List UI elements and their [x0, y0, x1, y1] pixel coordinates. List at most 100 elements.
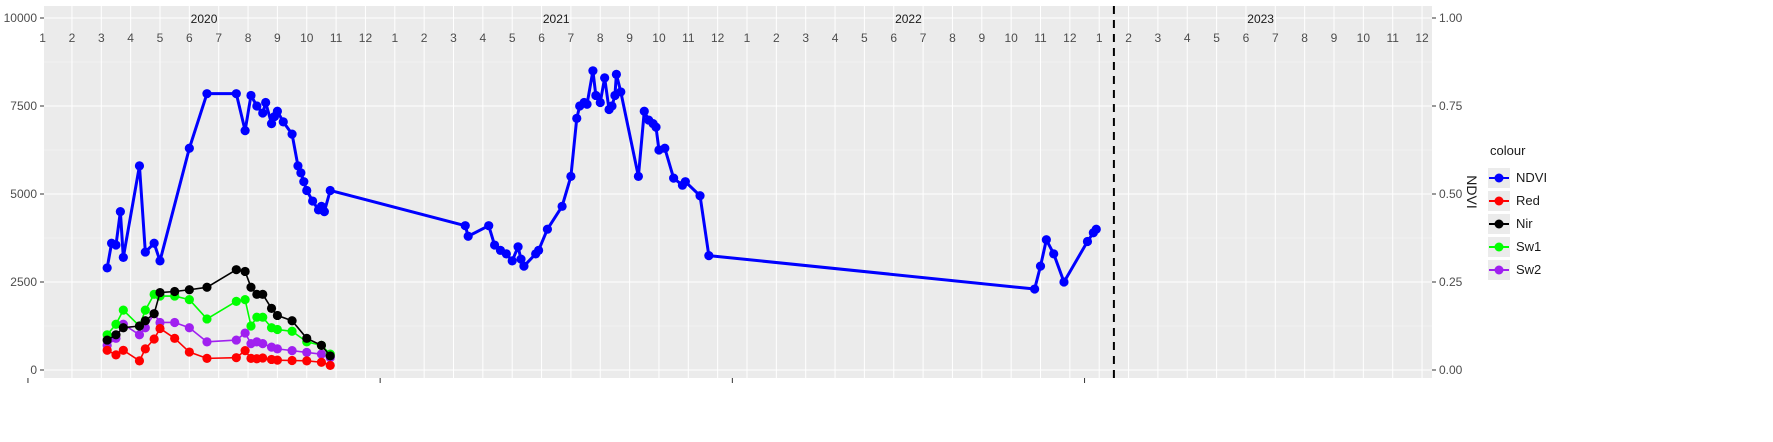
data-point [246, 90, 256, 101]
month-label: 12 [359, 31, 373, 45]
data-point [118, 252, 128, 262]
data-point [231, 353, 241, 363]
data-point [566, 171, 576, 181]
y2-tick-label: 0.25 [1439, 275, 1463, 289]
data-point [231, 335, 241, 345]
data-point [140, 344, 150, 354]
series-layer [102, 66, 1101, 371]
data-point [1041, 235, 1051, 245]
month-label: 9 [274, 31, 281, 45]
data-point [258, 108, 268, 118]
month-label: 6 [890, 31, 897, 45]
legend-key-point [1494, 196, 1504, 206]
month-label: 5 [861, 31, 868, 45]
data-point [302, 333, 312, 343]
data-point [308, 196, 318, 206]
year-label: 2020 [191, 12, 218, 26]
month-label: 1 [39, 31, 46, 45]
data-point [616, 87, 626, 97]
month-label: 7 [920, 31, 927, 45]
data-point [118, 305, 128, 315]
data-point [704, 251, 714, 261]
data-point [595, 97, 605, 108]
y2-tick-label: 0.00 [1439, 363, 1463, 377]
data-point [240, 328, 250, 338]
data-point [302, 347, 312, 357]
left-y-axis: 0 2500 5000 7500 10000 [4, 11, 44, 377]
month-label: 2 [421, 31, 428, 45]
data-point [316, 340, 327, 350]
data-point [296, 168, 306, 178]
data-point [102, 263, 112, 273]
data-point [484, 221, 494, 231]
y-tick-label: 7500 [10, 99, 37, 113]
data-point [660, 143, 670, 153]
data-point [170, 333, 180, 343]
month-label: 12 [711, 31, 725, 45]
data-point [246, 282, 256, 292]
data-point [184, 143, 194, 153]
data-point [582, 99, 592, 109]
data-point [272, 324, 282, 335]
grid-lines [42, 6, 1432, 378]
month-label: 1 [1096, 31, 1103, 45]
data-point [170, 286, 180, 297]
month-label: 7 [215, 31, 222, 45]
data-point [272, 106, 282, 116]
data-point [134, 161, 145, 171]
year-label: 2021 [543, 12, 570, 26]
data-point [639, 106, 649, 116]
data-point [170, 317, 180, 328]
data-point [1035, 261, 1046, 271]
month-label: 11 [1034, 31, 1047, 45]
data-point [155, 323, 165, 334]
y2-tick-label: 0.75 [1439, 99, 1463, 113]
month-label: 10 [652, 31, 666, 45]
data-point [140, 316, 150, 326]
month-label: 6 [538, 31, 545, 45]
data-point [231, 265, 241, 275]
data-point [118, 323, 128, 333]
data-point [261, 97, 271, 108]
month-label: 11 [1386, 31, 1399, 45]
data-point [1059, 277, 1069, 287]
month-label: 12 [1063, 31, 1077, 45]
month-label: 4 [832, 31, 839, 45]
data-point [111, 319, 121, 329]
legend-entry: Nir [1516, 216, 1533, 231]
legend-entry: Sw2 [1516, 262, 1541, 277]
y2-tick-label: 1.00 [1439, 11, 1463, 25]
month-label: 3 [802, 31, 809, 45]
data-point [519, 261, 529, 271]
year-label: 2023 [1247, 12, 1274, 26]
data-point [102, 345, 112, 355]
month-label: 5 [1213, 31, 1220, 45]
data-point [293, 161, 303, 171]
data-point [258, 312, 268, 322]
data-point [266, 303, 277, 313]
data-point [633, 171, 644, 181]
month-label: 5 [509, 31, 516, 45]
data-point [140, 247, 150, 257]
data-point [252, 101, 262, 111]
y-tick-label: 5000 [10, 187, 37, 201]
month-label: 4 [1184, 31, 1191, 45]
data-point [240, 295, 250, 305]
data-point [246, 321, 256, 331]
data-point [202, 353, 212, 363]
data-point [231, 296, 241, 306]
data-point [149, 309, 159, 319]
y2-tick-label: 0.50 [1439, 187, 1463, 201]
data-point [155, 256, 165, 266]
data-point [231, 89, 241, 99]
data-point [325, 351, 335, 361]
data-point [572, 113, 582, 123]
data-point [272, 355, 282, 365]
data-point [272, 344, 282, 354]
data-point [202, 282, 212, 292]
data-point [111, 350, 121, 360]
data-point [184, 347, 194, 357]
data-point [325, 185, 335, 196]
month-label: 5 [157, 31, 164, 45]
